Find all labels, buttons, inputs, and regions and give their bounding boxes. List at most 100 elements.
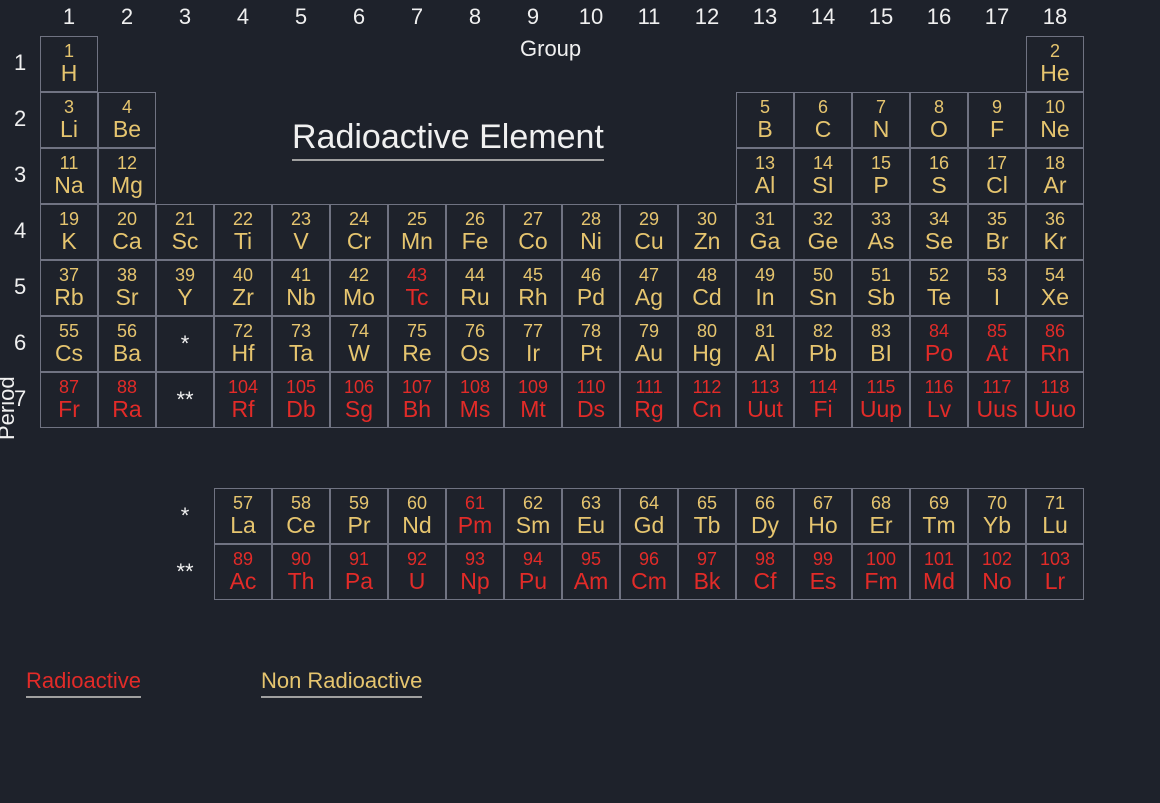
element-cell: 12Mg <box>98 148 156 204</box>
element-cell: 115Uup <box>852 372 910 428</box>
element-symbol: Ir <box>526 341 540 365</box>
atomic-number: 38 <box>117 266 137 285</box>
atomic-number: 55 <box>59 322 79 341</box>
empty-cell <box>504 92 562 148</box>
element-cell: 26Fe <box>446 204 504 260</box>
element-symbol: Mn <box>401 229 433 253</box>
empty-cell <box>678 92 736 148</box>
element-cell: 9F <box>968 92 1026 148</box>
element-symbol: F <box>990 117 1004 141</box>
element-symbol: Al <box>755 341 775 365</box>
element-symbol: Md <box>923 569 955 593</box>
element-cell: 111Rg <box>620 372 678 428</box>
fblock-marker: * <box>156 488 214 544</box>
element-symbol: Ge <box>808 229 839 253</box>
element-symbol: K <box>61 229 76 253</box>
fblock-marker: * <box>156 316 214 372</box>
element-symbol: Pu <box>519 569 547 593</box>
empty-cell <box>98 544 156 600</box>
element-symbol: Ca <box>112 229 141 253</box>
empty-cell <box>620 148 678 204</box>
group-number: 8 <box>446 0 504 34</box>
empty-cell <box>446 92 504 148</box>
element-cell: 64Gd <box>620 488 678 544</box>
element-symbol: La <box>230 513 256 537</box>
group-number: 10 <box>562 0 620 34</box>
empty-cell <box>272 92 330 148</box>
empty-cell <box>794 36 852 92</box>
element-symbol: Kr <box>1044 229 1067 253</box>
atomic-number: 46 <box>581 266 601 285</box>
element-cell: 57La <box>214 488 272 544</box>
element-cell: 117Uus <box>968 372 1026 428</box>
element-symbol: Rb <box>54 285 83 309</box>
element-symbol: Bk <box>694 569 721 593</box>
atomic-number: 14 <box>813 154 833 173</box>
atomic-number: 78 <box>581 322 601 341</box>
atomic-number: 61 <box>465 494 485 513</box>
element-cell: 63Eu <box>562 488 620 544</box>
element-cell: 55Cs <box>40 316 98 372</box>
element-cell: 42Mo <box>330 260 388 316</box>
element-cell: 74W <box>330 316 388 372</box>
element-cell: 68Er <box>852 488 910 544</box>
atomic-number: 23 <box>291 210 311 229</box>
element-symbol: He <box>1040 61 1069 85</box>
element-cell: 75Re <box>388 316 446 372</box>
element-symbol: N <box>873 117 890 141</box>
element-symbol: Ni <box>580 229 602 253</box>
atomic-number: 31 <box>755 210 775 229</box>
element-cell: 76Os <box>446 316 504 372</box>
atomic-number: 112 <box>693 378 722 397</box>
element-cell: 113Uut <box>736 372 794 428</box>
atomic-number: 19 <box>59 210 79 229</box>
empty-cell <box>330 148 388 204</box>
element-symbol: Am <box>574 569 609 593</box>
element-cell: 15P <box>852 148 910 204</box>
element-cell: 41Nb <box>272 260 330 316</box>
element-symbol: Zn <box>694 229 721 253</box>
element-cell: 16S <box>910 148 968 204</box>
element-cell: 13Al <box>736 148 794 204</box>
atomic-number: 72 <box>233 322 253 341</box>
atomic-number: 43 <box>407 266 427 285</box>
atomic-number: 71 <box>1045 494 1065 513</box>
atomic-number: 77 <box>523 322 543 341</box>
element-cell: 89Ac <box>214 544 272 600</box>
empty-cell <box>156 36 214 92</box>
element-cell: 11Na <box>40 148 98 204</box>
element-cell: 44Ru <box>446 260 504 316</box>
empty-cell <box>504 36 562 92</box>
element-cell: 66Dy <box>736 488 794 544</box>
empty-cell <box>910 36 968 92</box>
element-cell: 97Bk <box>678 544 736 600</box>
element-symbol: Ba <box>113 341 141 365</box>
element-cell: 90Th <box>272 544 330 600</box>
atomic-number: 7 <box>876 98 886 117</box>
element-symbol: Ta <box>289 341 313 365</box>
element-symbol: Cu <box>634 229 663 253</box>
atomic-number: 67 <box>813 494 833 513</box>
element-symbol: Au <box>635 341 663 365</box>
element-cell: 69Tm <box>910 488 968 544</box>
atomic-number: 49 <box>755 266 775 285</box>
atomic-number: 34 <box>929 210 949 229</box>
atomic-number: 9 <box>992 98 1002 117</box>
atomic-number: 116 <box>925 378 954 397</box>
element-symbol: Ag <box>635 285 663 309</box>
atomic-number: 53 <box>987 266 1007 285</box>
element-symbol: Zr <box>232 285 254 309</box>
atomic-number: 45 <box>523 266 543 285</box>
atomic-number: 113 <box>751 378 780 397</box>
element-symbol: Lu <box>1042 513 1068 537</box>
element-symbol: Np <box>460 569 489 593</box>
element-symbol: Uut <box>747 397 783 421</box>
element-cell: 101Md <box>910 544 968 600</box>
atomic-number: 40 <box>233 266 253 285</box>
element-symbol: Cd <box>692 285 721 309</box>
element-cell: 14SI <box>794 148 852 204</box>
element-symbol: B <box>757 117 772 141</box>
element-symbol: Lv <box>927 397 951 421</box>
atomic-number: 97 <box>697 550 717 569</box>
element-cell: 88Ra <box>98 372 156 428</box>
